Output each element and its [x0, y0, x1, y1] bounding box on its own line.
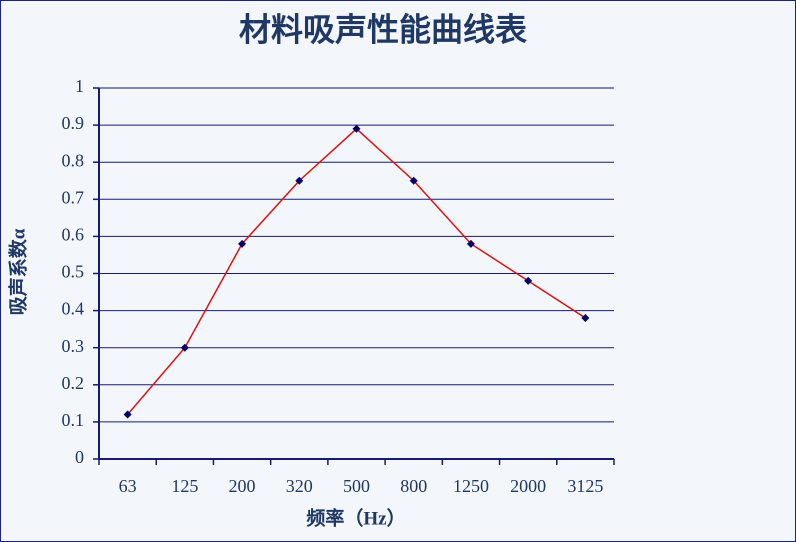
data-point [581, 314, 590, 323]
y-tick-label: 0.2 [62, 373, 85, 393]
y-tick-label: 0.7 [62, 187, 85, 207]
y-tick-label: 0 [75, 447, 84, 467]
y-axis-label: 吸声系数α [6, 228, 29, 315]
chart-title: 材料吸声性能曲线表 [239, 11, 527, 47]
x-tick-label: 320 [286, 476, 313, 496]
data-point [238, 239, 247, 248]
y-tick-label: 0.9 [62, 113, 85, 133]
data-point [409, 176, 418, 185]
x-tick-label: 200 [229, 476, 256, 496]
data-point [180, 343, 189, 352]
y-tick-label: 0.6 [62, 225, 85, 245]
x-tick-label: 63 [119, 476, 137, 496]
x-tick-label: 1250 [453, 476, 489, 496]
data-point [123, 410, 132, 419]
data-point [352, 124, 361, 133]
y-tick-label: 1 [75, 76, 84, 96]
y-tick-label: 0.3 [62, 336, 85, 356]
y-tick-label: 0.8 [62, 150, 85, 170]
y-tick-label: 0.1 [62, 410, 85, 430]
x-axis-label: 频率（Hz） [306, 506, 405, 529]
x-tick-label: 3125 [567, 476, 603, 496]
data-point [524, 276, 533, 285]
data-point [466, 239, 475, 248]
x-tick-label: 800 [400, 476, 427, 496]
data-point [295, 176, 304, 185]
y-tick-label: 0.4 [62, 299, 85, 319]
x-tick-label: 125 [171, 476, 198, 496]
x-tick-label: 500 [343, 476, 370, 496]
x-tick-label: 2000 [510, 476, 546, 496]
y-tick-label: 0.5 [62, 262, 85, 282]
